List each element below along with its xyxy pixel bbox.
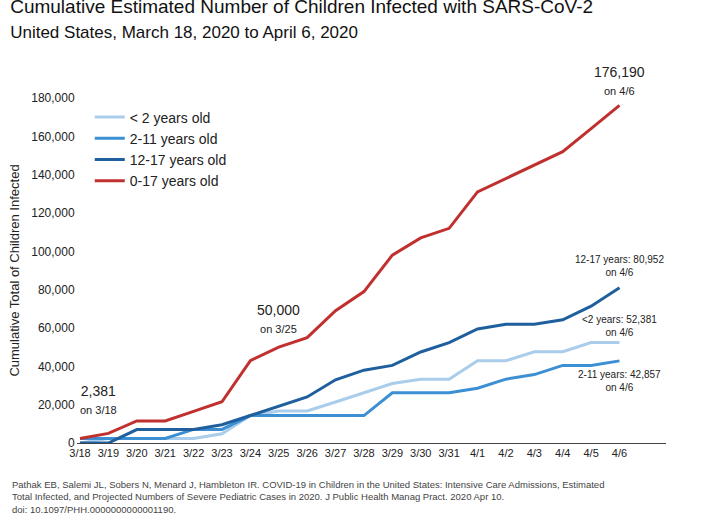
svg-text:100,000: 100,000	[31, 245, 75, 259]
svg-text:4/5: 4/5	[583, 447, 598, 459]
svg-text:80,000: 80,000	[38, 283, 75, 297]
svg-text:4/6: 4/6	[612, 447, 627, 459]
svg-text:120,000: 120,000	[31, 206, 75, 220]
svg-text:3/26: 3/26	[296, 447, 317, 459]
svg-text:3/18: 3/18	[69, 447, 90, 459]
svg-text:3/27: 3/27	[325, 447, 346, 459]
svg-text:2,381on 3/18: 2,381on 3/18	[80, 383, 117, 416]
svg-text:20,000: 20,000	[38, 398, 75, 412]
svg-text:60,000: 60,000	[38, 321, 75, 335]
svg-text:180,000: 180,000	[31, 91, 75, 105]
svg-text:4/2: 4/2	[498, 447, 513, 459]
svg-text:4/4: 4/4	[555, 447, 570, 459]
svg-text:Cumulative Total of Children I: Cumulative Total of Children Infected	[7, 164, 22, 376]
svg-text:3/31: 3/31	[438, 447, 459, 459]
svg-text:<2 years: 52,381on 4/6: <2 years: 52,381on 4/6	[582, 314, 657, 338]
svg-text:2-11 years: 42,857on 4/6: 2-11 years: 42,857on 4/6	[578, 369, 661, 393]
svg-text:< 2 years old: < 2 years old	[130, 110, 211, 126]
svg-text:4/3: 4/3	[527, 447, 542, 459]
svg-text:50,000on 3/25: 50,000on 3/25	[257, 302, 300, 335]
svg-text:40,000: 40,000	[38, 360, 75, 374]
svg-text:3/25: 3/25	[268, 447, 289, 459]
svg-text:2-11 years old: 2-11 years old	[130, 131, 218, 147]
svg-text:160,000: 160,000	[31, 130, 75, 144]
svg-text:3/29: 3/29	[382, 447, 403, 459]
svg-text:0: 0	[68, 436, 75, 450]
svg-text:3/20: 3/20	[126, 447, 147, 459]
svg-text:176,190on 4/6: 176,190on 4/6	[594, 64, 645, 97]
svg-text:Pathak EB, Salemi JL, Sobers N: Pathak EB, Salemi JL, Sobers N, Menard J…	[12, 479, 604, 515]
svg-text:3/30: 3/30	[410, 447, 431, 459]
svg-text:3/28: 3/28	[353, 447, 374, 459]
svg-text:12-17 years: 80,952on 4/6: 12-17 years: 80,952on 4/6	[575, 254, 664, 278]
svg-text:Cumulative Estimated Number of: Cumulative Estimated Number of Children …	[10, 0, 593, 42]
svg-text:12-17 years old: 12-17 years old	[130, 152, 227, 168]
svg-text:140,000: 140,000	[31, 168, 75, 182]
svg-text:0-17 years old: 0-17 years old	[130, 173, 219, 189]
svg-text:3/19: 3/19	[98, 447, 119, 459]
svg-text:3/22: 3/22	[183, 447, 204, 459]
svg-text:3/24: 3/24	[240, 447, 261, 459]
svg-text:3/21: 3/21	[154, 447, 175, 459]
svg-text:4/1: 4/1	[470, 447, 485, 459]
svg-text:3/23: 3/23	[211, 447, 232, 459]
